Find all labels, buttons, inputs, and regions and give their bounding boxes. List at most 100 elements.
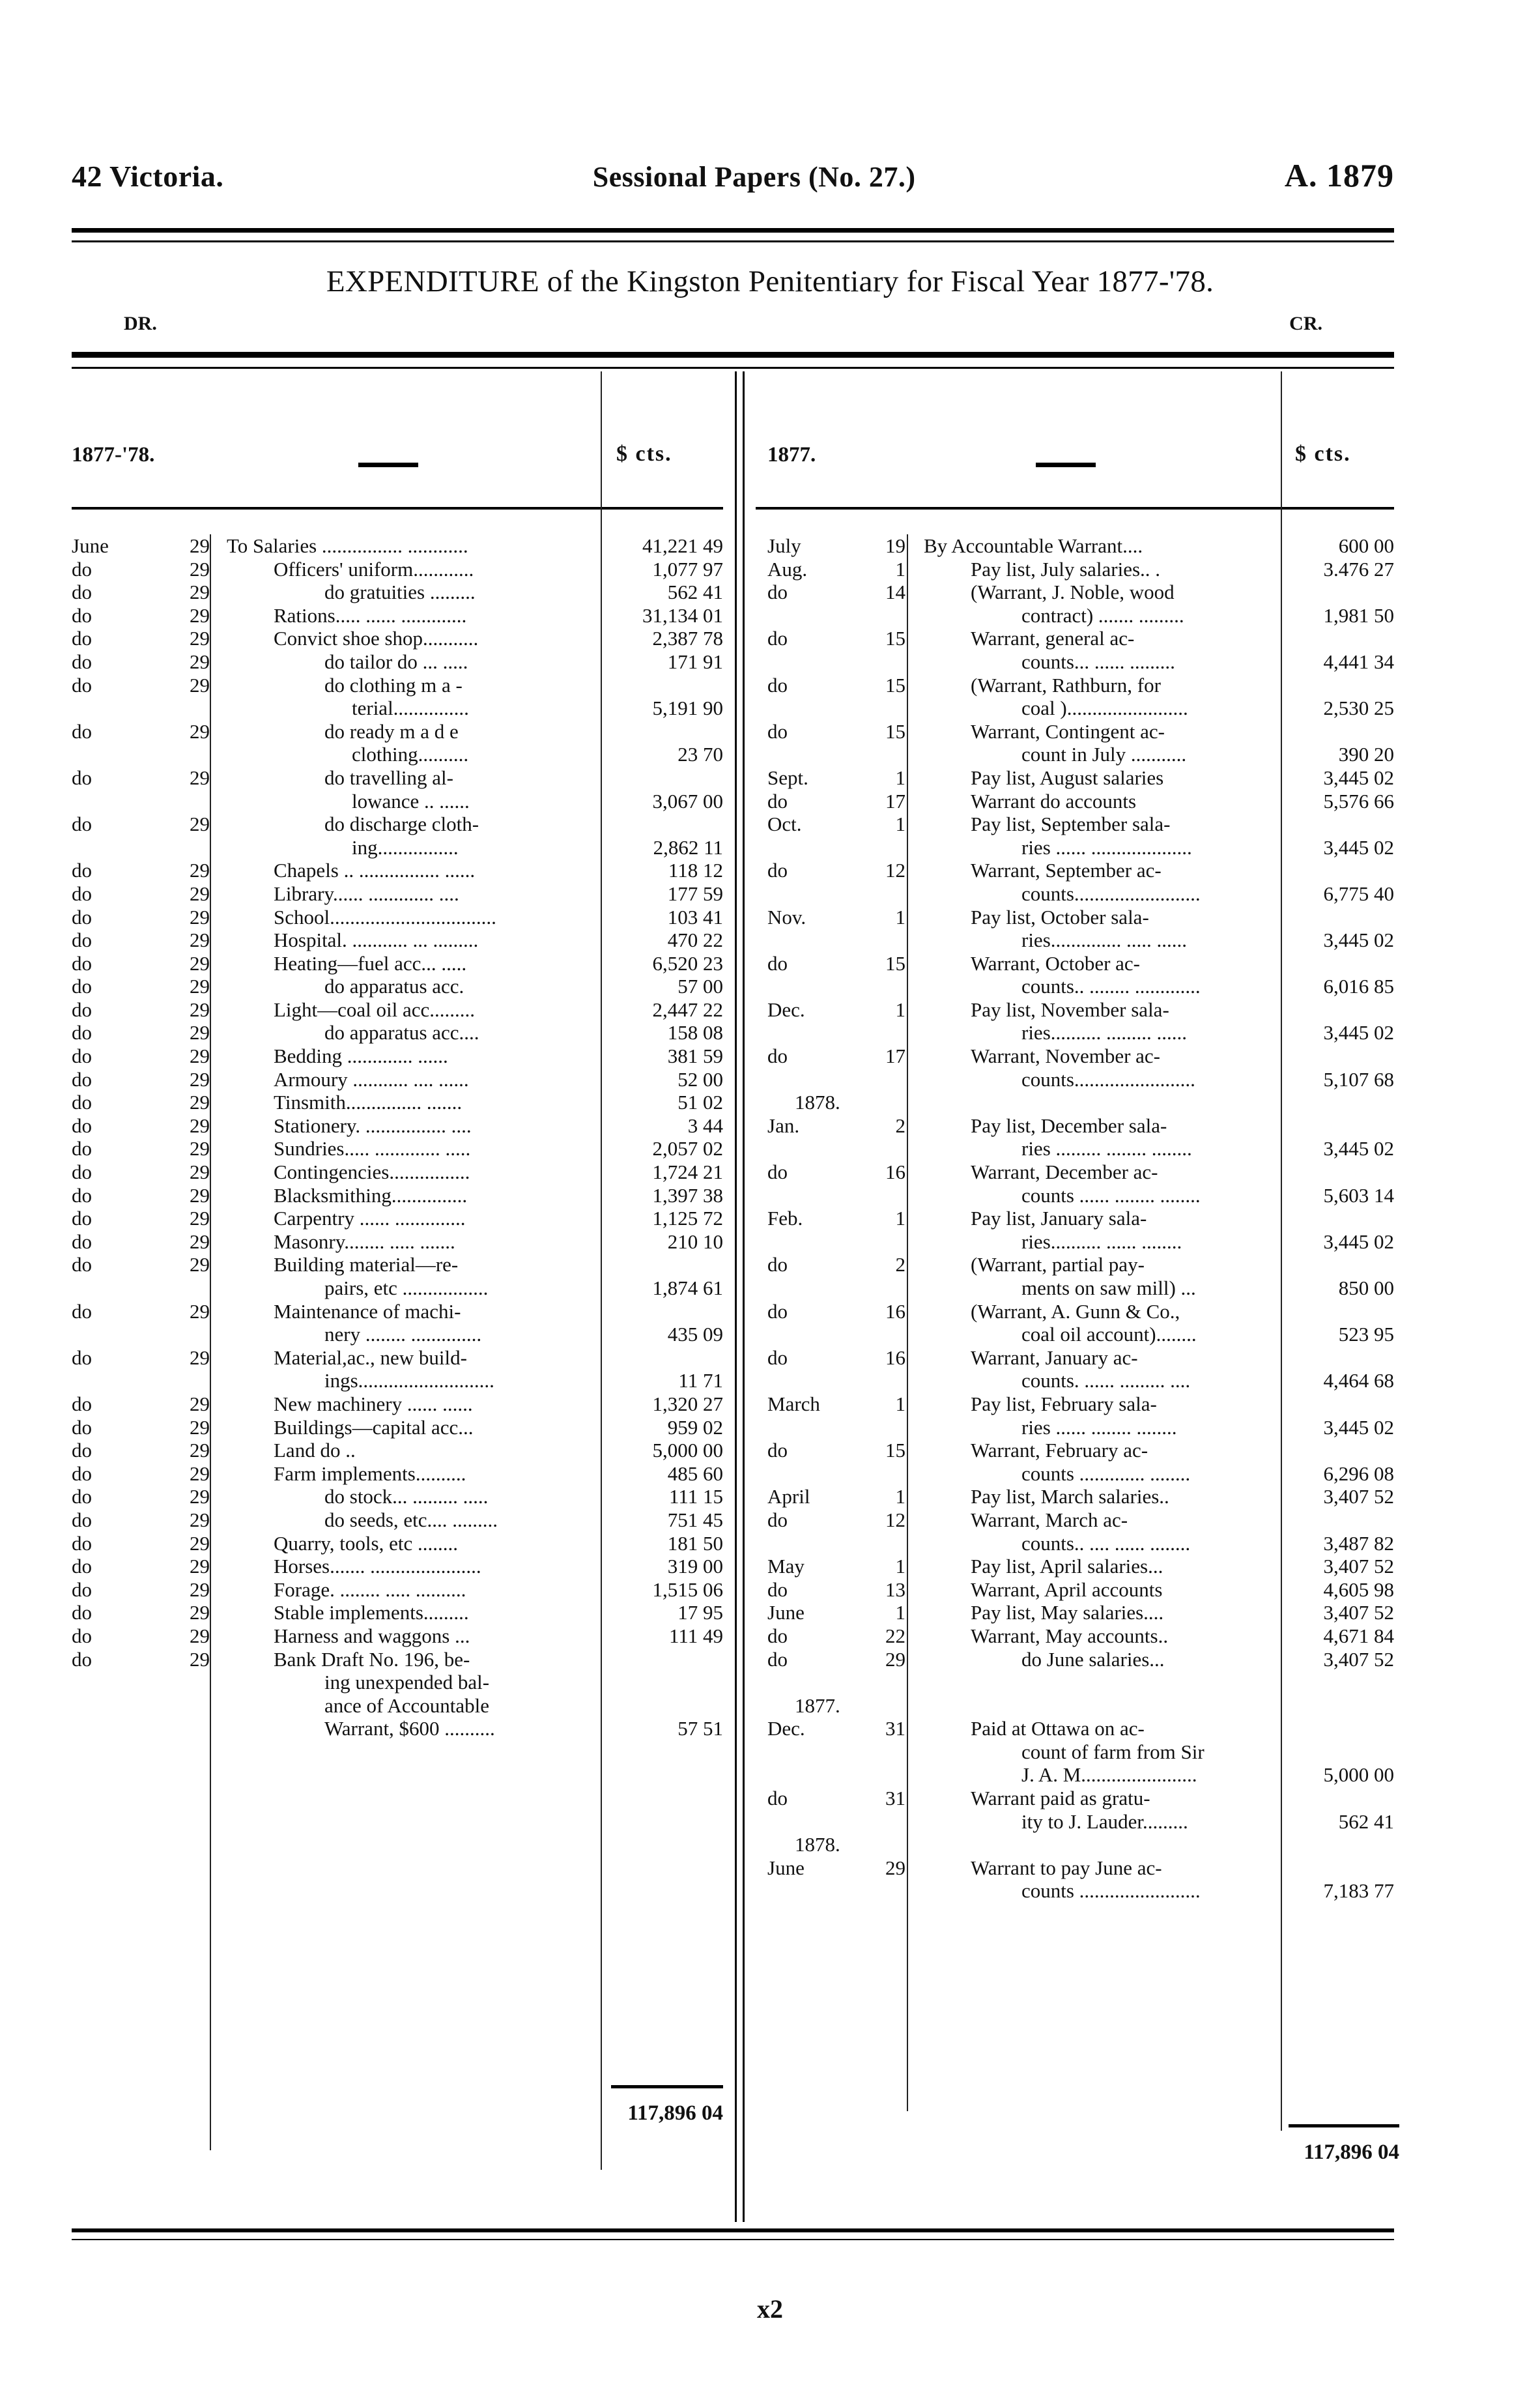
row-day: 1: [895, 1392, 906, 1415]
table-row: do 29 do ready m a d e: [72, 720, 723, 743]
row-amount: 4,671 84: [1323, 1624, 1395, 1647]
row-amount: 3 44: [687, 1114, 723, 1137]
table-row: do 29 Forage. ........ ..... .......... 1,5…: [72, 1578, 723, 1602]
table-row: do 29 Bank Draft No. 196, be-: [72, 1648, 723, 1671]
row-amount: 381 59: [667, 1045, 723, 1068]
row-description: counts. ...... ......... ....: [1021, 1369, 1191, 1392]
row-amount: 1,125 72: [652, 1207, 724, 1230]
debit-total: 117,896 04: [627, 2101, 723, 2125]
table-row: do 29 Building material—re-: [72, 1253, 723, 1276]
row-month: June: [72, 534, 109, 557]
table-row: do 12 Warrant, September ac-: [756, 859, 1394, 882]
row-description: counts ............. ........: [1021, 1462, 1191, 1485]
row-description: Sundries..... ............. .....: [274, 1137, 471, 1160]
row-amount: 51 02: [677, 1091, 723, 1114]
row-amount: 1,874 61: [652, 1276, 724, 1299]
table-row: do 13 Warrant, April accounts 4,605 98: [756, 1578, 1394, 1602]
row-day: 29: [190, 1508, 210, 1531]
row-day: 29: [190, 951, 210, 975]
table-row: do 29 Sundries..... ............. ..... 2,0…: [72, 1137, 723, 1160]
table-row: do 29 Maintenance of machi-: [72, 1300, 723, 1323]
row-description: ries ...... ....................: [1021, 835, 1192, 859]
row-day: 29: [190, 1114, 210, 1137]
table-row: ries.......... ...... ........ 3,445 02: [756, 1230, 1394, 1254]
row-month: do: [72, 1137, 92, 1160]
row-description: Pay list, January sala-: [971, 1207, 1147, 1230]
table-row: do 29 Hospital. ........... ... ......... 4…: [72, 929, 723, 952]
row-amount: 57 00: [677, 975, 723, 998]
row-day: 29: [190, 1253, 210, 1276]
row-amount: 6,296 08: [1323, 1462, 1395, 1485]
row-month: do: [72, 1415, 92, 1439]
row-amount: 6,520 23: [652, 951, 724, 975]
row-day: 29: [190, 1485, 210, 1508]
row-month: do: [767, 1439, 788, 1462]
row-amount: 17 95: [677, 1601, 723, 1624]
table-row: do 16 (Warrant, A. Gunn & Co.,: [756, 1300, 1394, 1323]
credit-amount-separator: [1281, 371, 1282, 2131]
table-row: ries ......... ........ ........ 3,445 02: [756, 1137, 1394, 1160]
row-day: 29: [190, 766, 210, 789]
row-month: do: [767, 627, 788, 650]
row-description: (Warrant, Rathburn, for: [971, 673, 1161, 697]
row-day: 2: [895, 1253, 906, 1276]
row-description: Blacksmithing...............: [274, 1183, 468, 1207]
table-row: counts......................... 6,775 40: [756, 882, 1394, 906]
table-row: ings........................... 11 71: [72, 1369, 723, 1392]
table-row: Oct. 1 Pay list, September sala-: [756, 813, 1394, 836]
debit-year-header: 1877-'78.: [72, 443, 155, 467]
row-description: ing unexpended bal-: [324, 1671, 490, 1694]
row-amount: 3,445 02: [1323, 1021, 1395, 1045]
table-row: ries ...... ........ ........ 3,445 02: [756, 1416, 1394, 1439]
cr-label: CR.: [1289, 313, 1322, 334]
row-description: School.................................: [274, 905, 496, 929]
row-day: 1: [895, 998, 906, 1021]
row-day: 16: [885, 1299, 905, 1323]
row-description: do June salaries...: [1021, 1647, 1165, 1671]
table-row: do 12 Warrant, March ac-: [756, 1508, 1394, 1532]
row-day: 15: [885, 1439, 905, 1462]
table-row: terial............... 5,191 90: [72, 697, 723, 720]
row-amount: 3,407 52: [1323, 1555, 1395, 1578]
credit-year-header: 1877.: [767, 443, 816, 467]
table-row: do 29 Light—coal oil acc......... 2,447 22: [72, 998, 723, 1022]
table-row: clothing.......... 23 70: [72, 743, 723, 766]
row-description: Horses....... ......................: [274, 1555, 481, 1578]
debit-header-dash: [358, 463, 418, 467]
row-amount: 1,724 21: [652, 1160, 724, 1184]
credit-side: 1877. $ cts. July 19 By Accountable Warran…: [756, 371, 1399, 2222]
row-day: 1: [895, 905, 906, 929]
row-month: 1878.: [795, 1833, 840, 1856]
table-row: do 29 Land do .. 5,000 00: [72, 1439, 723, 1462]
row-amount: 4,464 68: [1323, 1369, 1395, 1392]
row-month: do: [72, 859, 92, 882]
row-description: pairs, etc .................: [324, 1276, 489, 1299]
row-day: 1: [895, 766, 906, 789]
table-top-rule: [72, 352, 1394, 369]
running-head-center: Sessional Papers (No. 27.): [592, 161, 916, 193]
table-row: do 29 Library...... ............. .... 177 …: [72, 882, 723, 906]
row-amount: 111 15: [669, 1485, 723, 1508]
row-description: count of farm from Sir: [1021, 1740, 1205, 1763]
row-description: clothing..........: [352, 743, 469, 766]
row-amount: 3,445 02: [1323, 766, 1395, 789]
row-description: Convict shoe shop...........: [274, 627, 479, 650]
row-month: do: [767, 1346, 788, 1369]
row-amount: 103 41: [667, 905, 723, 929]
row-description: Buildings—capital acc...: [274, 1415, 474, 1439]
row-description: Pay list, December sala-: [971, 1114, 1167, 1137]
table-row: do 15 Warrant, February ac-: [756, 1439, 1394, 1462]
row-month: Aug.: [767, 557, 808, 581]
row-day: 1: [895, 1601, 906, 1624]
row-day: 15: [885, 627, 905, 650]
row-amount: 31,134 01: [642, 603, 723, 627]
table-row: do 29 Material,ac., new build-: [72, 1346, 723, 1370]
row-day: 29: [190, 673, 210, 697]
row-description: counts ........................: [1021, 1879, 1201, 1903]
row-description: Armoury ........... .... ......: [274, 1067, 469, 1091]
row-amount: 171 91: [667, 650, 723, 673]
table-row: counts........................ 5,107 68: [756, 1068, 1394, 1091]
row-amount: 4,441 34: [1323, 650, 1395, 673]
row-description: Light—coal oil acc.........: [274, 998, 476, 1021]
row-month: do: [72, 557, 92, 581]
